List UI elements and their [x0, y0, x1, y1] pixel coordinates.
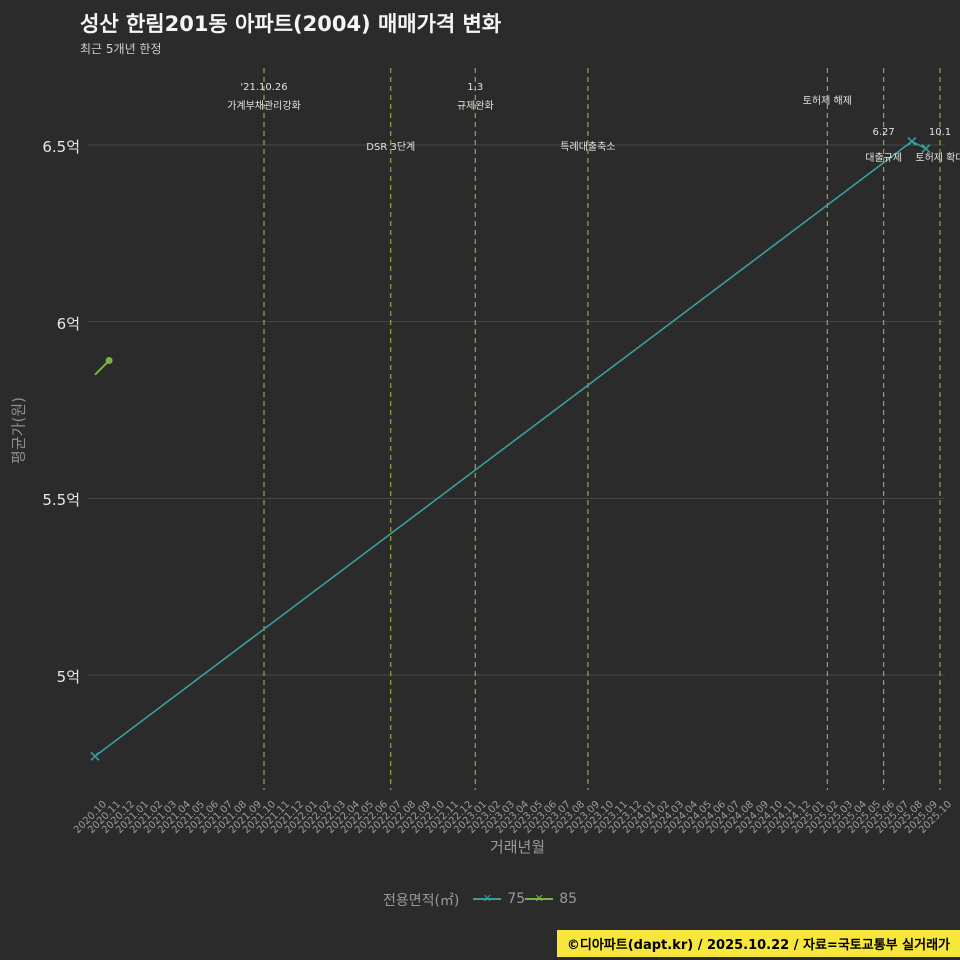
y-tick-label: 5억 [56, 667, 80, 686]
y-axis-label: 평균가(원) [9, 397, 28, 464]
event-annotation: 특례대출축소 [560, 142, 616, 153]
event-annotation: '21.10.26 [240, 82, 288, 93]
event-annotation: 10.1 [928, 127, 952, 138]
legend-marker-icon: ✕ [525, 892, 554, 906]
footer-credit: ©디아파트(dapt.kr) / 2025.10.22 / 자료=국토교통부 실… [556, 930, 960, 957]
x-point-marker [921, 143, 931, 154]
dot-point-marker [105, 357, 113, 365]
event-annotation: 토허제 확대 [915, 153, 960, 164]
event-annotation: DSR 3단계 [366, 142, 416, 153]
event-annotation: 6.27 [872, 127, 895, 138]
event-annotation: 1.3 [467, 82, 484, 93]
event-annotation: 대출규제 [865, 153, 903, 164]
chart-subtitle: 최근 5개년 한정 [80, 42, 162, 56]
chart-title: 성산 한림201동 아파트(2004) 매매가격 변화 [80, 12, 502, 36]
legend-item-label: 85 [559, 890, 578, 907]
y-tick-label: 5.5억 [42, 491, 80, 510]
legend-title: 전용면적(㎡) [382, 893, 460, 909]
event-annotation: 가계부채관리강화 [227, 101, 301, 112]
legend: 전용면적(㎡) ✕ 75 ✕ 85 [0, 890, 960, 910]
legend-marker-icon: ✕ [473, 892, 502, 906]
legend-item-label: 75 [507, 890, 526, 907]
y-tick-label: 6억 [56, 314, 80, 333]
x-point-marker [90, 751, 100, 761]
x-point-marker [907, 136, 917, 147]
y-tick-label: 6.5억 [42, 138, 80, 156]
legend-item-85: ✕ 85 [525, 891, 577, 907]
series-line-75 [94, 140, 927, 757]
legend-item-75: ✕ 75 [473, 891, 525, 907]
event-annotation: 규제완화 [456, 101, 494, 112]
x-axis-label: 거래년월 [489, 838, 546, 856]
legend-items: ✕ 75 ✕ 85 [473, 891, 577, 910]
event-annotation: 토허제 해제 [802, 96, 852, 107]
